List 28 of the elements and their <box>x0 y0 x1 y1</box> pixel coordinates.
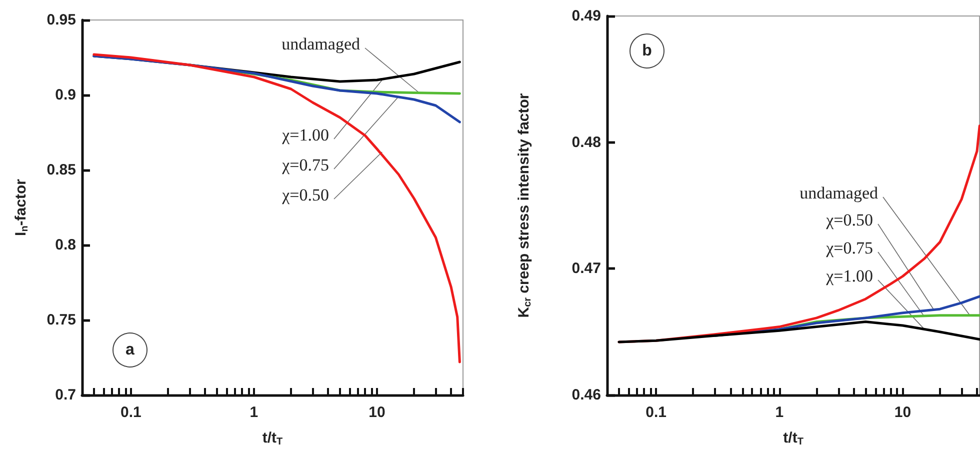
annotation: χ=0.75 <box>281 156 329 174</box>
y-tick-label: 0.48 <box>572 134 601 151</box>
annotation: undamaged <box>282 34 360 54</box>
annotation: χ=0.50 <box>281 186 329 204</box>
x-tick-label: 0.1 <box>646 404 667 421</box>
y-tick-label: 0.49 <box>572 8 601 24</box>
x-tick-label: 0.1 <box>120 404 142 421</box>
annotation: χ=1.00 <box>825 266 873 286</box>
annotation: b <box>642 42 652 60</box>
annotation: undamaged <box>800 184 878 202</box>
y-tick-label: 0.9 <box>55 86 76 104</box>
y-tick-label: 0.95 <box>46 12 76 28</box>
annotation: χ=1.00 <box>281 126 329 144</box>
y-tick-label: 0.46 <box>572 386 601 404</box>
x-tick-label: 10 <box>368 404 386 421</box>
y-tick-label: 0.7 <box>55 386 76 404</box>
y-tick-label: 0.75 <box>46 312 76 328</box>
y-axis-title: Kcr creep stress intensity factor <box>516 93 534 318</box>
annotation: χ=0.50 <box>825 210 873 230</box>
y-tick-label: 0.8 <box>55 236 76 254</box>
x-tick-label: 1 <box>775 404 784 421</box>
annotation: a <box>126 342 135 358</box>
y-tick-label: 0.47 <box>572 260 601 278</box>
x-tick-label: 1 <box>250 404 258 421</box>
annotation: χ=0.75 <box>825 238 873 258</box>
y-tick-label: 0.85 <box>46 162 76 178</box>
x-tick-label: 10 <box>894 404 912 421</box>
y-axis-title: In-factor <box>12 178 30 236</box>
